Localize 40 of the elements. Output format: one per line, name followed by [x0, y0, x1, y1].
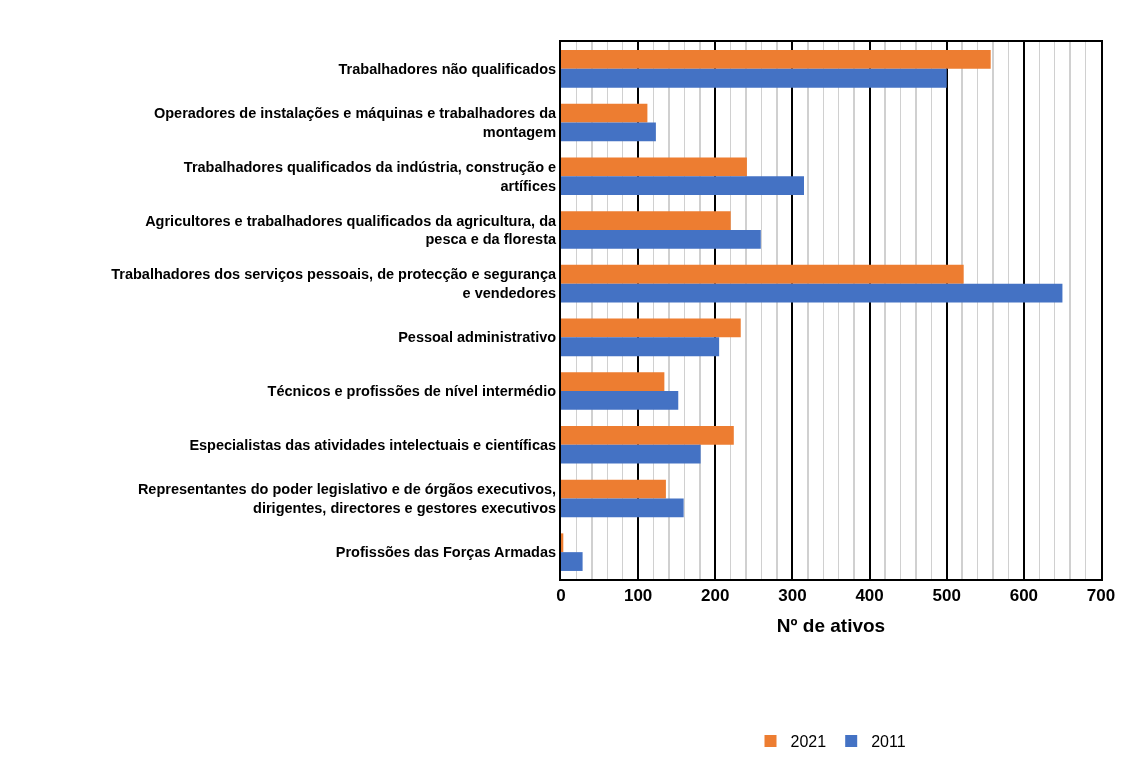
bar: [561, 372, 665, 392]
bar: [561, 283, 1063, 303]
bar: [561, 425, 734, 445]
bar: [561, 264, 964, 284]
x-tick-label: 0: [556, 586, 566, 606]
y-tick-label: Trabalhadores não qualificados: [338, 60, 557, 77]
legend-label: 2011: [871, 733, 906, 751]
y-tick-label: Especialistas das atividades intelectuais e científicas: [189, 436, 557, 453]
bar: [561, 122, 656, 142]
bar: [561, 229, 761, 249]
legend-label: 2021: [790, 733, 827, 751]
y-tick-label: Pessoal administrativo: [398, 329, 557, 346]
x-axis-title: Nº de ativos: [776, 614, 886, 636]
x-tick-label: 700: [1086, 586, 1116, 606]
bar: [561, 211, 731, 230]
bar: [561, 391, 679, 410]
y-tick-label: Operadores de instalações e máquinas e trabalhadores da montagem: [153, 105, 558, 141]
x-tick-label: 600: [1009, 586, 1039, 606]
y-tick-label: Trabalhadores dos serviços pessoais, de protecção e segurança e vendedores: [111, 266, 558, 302]
y-tick-label: Representantes do poder legislativo e de órgãos executivos, dirigentes, directores e gestores executivos: [137, 481, 557, 516]
bar: [561, 157, 747, 177]
x-tick-label: 300: [778, 586, 807, 606]
y-tick-label: Técnicos e profissões de nível intermédio: [267, 383, 557, 400]
x-tick-label: 500: [932, 586, 961, 606]
x-tick-label: 100: [623, 586, 653, 606]
bar: [561, 103, 648, 123]
bar: [561, 498, 684, 518]
bar: [561, 50, 991, 69]
bar: [561, 318, 741, 338]
bar: [561, 176, 804, 196]
y-tick-label: Trabalhadores qualificados da indústria, construção e artífices: [183, 158, 557, 194]
bar: [561, 68, 947, 88]
bar: [561, 337, 720, 357]
bar: [561, 479, 666, 499]
y-tick-label: Profissões das Forças Armadas: [335, 544, 557, 561]
bar: [561, 444, 701, 464]
x-tick-label: 200: [701, 586, 730, 606]
x-tick-label: 400: [855, 586, 884, 606]
y-tick-label: Agricultores e trabalhadores qualificados da agricultura, da pesca e da floresta: [145, 212, 558, 248]
bar: [561, 552, 583, 571]
